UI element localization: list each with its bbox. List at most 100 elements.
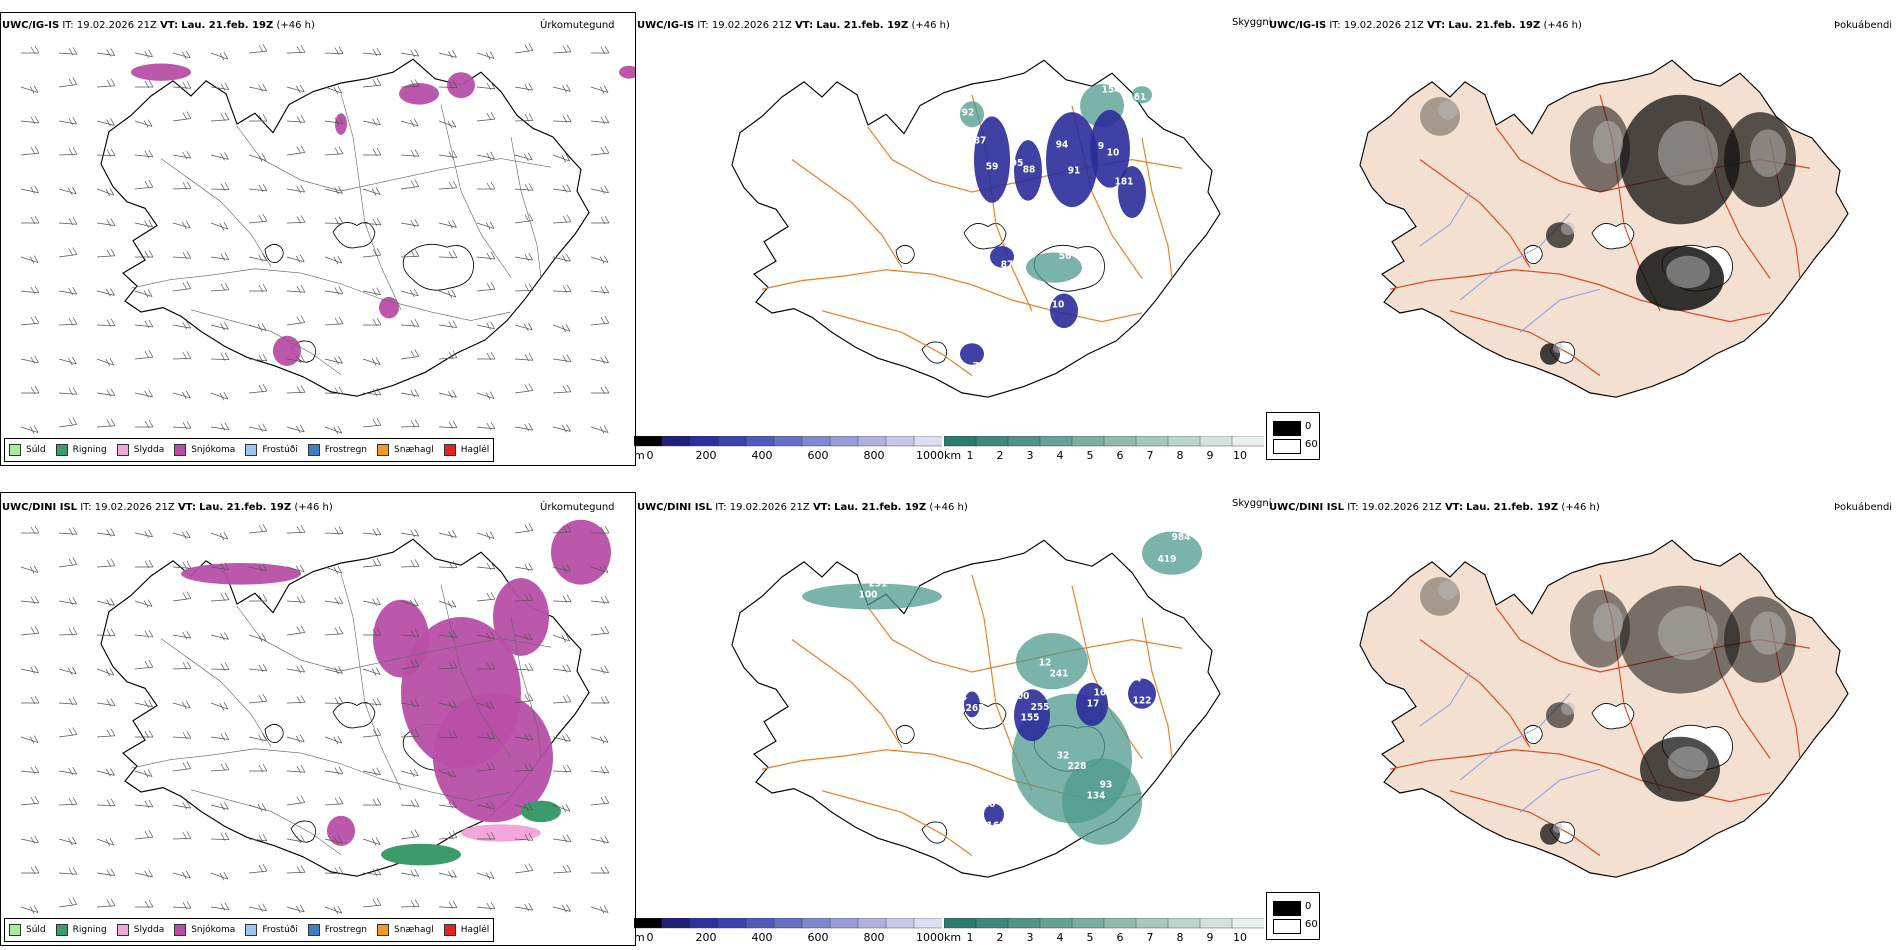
wind-barb bbox=[58, 116, 78, 126]
road-line bbox=[791, 159, 903, 268]
wind-barb bbox=[286, 354, 306, 364]
snow-area bbox=[447, 72, 475, 99]
wind-barb bbox=[438, 220, 457, 229]
cloud-base-value: 255 bbox=[1031, 701, 1050, 712]
wind-barb bbox=[362, 557, 382, 568]
wind-barb bbox=[591, 525, 610, 535]
colorbar-cell bbox=[1071, 917, 1105, 929]
wind-barb bbox=[248, 633, 267, 642]
cloud-base-value: 87 bbox=[974, 135, 987, 146]
legend-item: Snæhagl bbox=[377, 924, 434, 936]
wind-barb bbox=[96, 628, 116, 637]
wind-barb bbox=[324, 696, 344, 705]
wind-barb bbox=[476, 761, 496, 772]
snow-area bbox=[379, 296, 399, 319]
wind-barb bbox=[172, 281, 192, 292]
header-bottom-precip: UWC/DINI ISL IT: 19.02.2026 21Z VT: Lau.… bbox=[2, 502, 333, 513]
wind-barb bbox=[134, 289, 153, 298]
wind-barb bbox=[58, 596, 78, 606]
cloud-base-value: 17 bbox=[1087, 698, 1100, 709]
wind-barb bbox=[400, 249, 420, 258]
wind-barb bbox=[363, 147, 382, 157]
colorbar-tick: 1 bbox=[966, 449, 974, 462]
wind-barb bbox=[324, 216, 344, 225]
visibility-unit: km bbox=[944, 449, 962, 462]
wind-barb bbox=[20, 255, 39, 264]
wind-barb bbox=[172, 870, 191, 880]
precip-legend-bottom: Súld Rigning Slydda Snjókoma Frostúði Frostre… bbox=[4, 918, 495, 942]
legend-item: Frostúði bbox=[245, 444, 298, 456]
low-visibility-area bbox=[1062, 758, 1142, 845]
cloud-base-value: 400 bbox=[1011, 691, 1030, 702]
wind-barb bbox=[400, 559, 420, 568]
wind-barb bbox=[135, 79, 154, 89]
road-line bbox=[1389, 749, 1771, 803]
wind-barb bbox=[590, 255, 609, 264]
wind-barb bbox=[96, 118, 115, 127]
map-layer: 400 17 254 265 220 228 134 241 100 984 155 169 122 74… bbox=[731, 531, 1221, 878]
wind-barb bbox=[590, 765, 610, 775]
wind-barb bbox=[172, 630, 192, 640]
colorbar-cell bbox=[745, 435, 775, 447]
wind-barb bbox=[476, 561, 496, 571]
wind-barb bbox=[248, 693, 268, 704]
wind-barb bbox=[362, 867, 382, 877]
cloud-base-value: 92 bbox=[962, 107, 975, 118]
wind-barb bbox=[591, 865, 610, 875]
wind-barb bbox=[96, 418, 116, 428]
wind-barb bbox=[58, 527, 78, 536]
wind-barb bbox=[96, 357, 115, 367]
ceiling-panel-bottom: 400 17 254 265 220 228 134 241 100 984 155 169 122 74… bbox=[636, 492, 1266, 932]
cloud-base-area bbox=[1090, 109, 1130, 188]
fog-index-area bbox=[1553, 342, 1563, 353]
colorbar-tick: 9 bbox=[1206, 449, 1214, 462]
wind-barb bbox=[248, 803, 267, 812]
legend-swatch bbox=[174, 444, 187, 456]
wind-barb bbox=[552, 734, 571, 743]
legend-label: Snjókoma bbox=[191, 445, 236, 455]
wind-barb bbox=[476, 151, 495, 160]
wind-barb bbox=[286, 145, 306, 156]
cloud-base-value: 95 bbox=[1011, 158, 1024, 169]
snow-area bbox=[433, 692, 553, 823]
colorbar-tick: 4 bbox=[1056, 931, 1064, 944]
road-line bbox=[821, 790, 973, 857]
wind-barb bbox=[210, 112, 230, 122]
wind-barb bbox=[210, 352, 230, 361]
cloud-base-value: 88 bbox=[1023, 164, 1036, 175]
wind-barb bbox=[552, 323, 571, 333]
wind-barb bbox=[96, 48, 116, 57]
legend-swatch bbox=[9, 924, 21, 936]
wind-barb bbox=[58, 147, 78, 156]
wind-barb bbox=[134, 319, 154, 329]
wind-barb bbox=[438, 320, 458, 329]
wind-barb bbox=[324, 116, 344, 125]
wind-barb bbox=[590, 665, 609, 674]
snow-area bbox=[131, 63, 191, 81]
wind-barb bbox=[134, 389, 153, 398]
wind-barb bbox=[210, 871, 229, 881]
glacier-outline bbox=[1591, 702, 1635, 730]
wind-barb bbox=[552, 184, 572, 193]
wind-barb bbox=[438, 289, 457, 299]
wind-barb bbox=[58, 317, 78, 326]
wind-barb bbox=[362, 527, 382, 537]
wind-barb bbox=[552, 834, 572, 843]
legend-swatch bbox=[116, 444, 129, 456]
wind-barb bbox=[172, 901, 192, 910]
road-line bbox=[821, 310, 973, 377]
fog-legend-box-bottom: 0 60 bbox=[1266, 892, 1320, 940]
colorbar-tick: 200 bbox=[695, 931, 717, 944]
wind-barb bbox=[286, 795, 306, 806]
road-line bbox=[1449, 790, 1601, 857]
wind-barb bbox=[514, 763, 534, 772]
wind-barb bbox=[248, 153, 267, 162]
cloud-base-value: 122 bbox=[1133, 695, 1152, 706]
wind-barb bbox=[134, 219, 153, 228]
wind-barb bbox=[96, 248, 116, 258]
map-layer: 87 88 94 10 181 87 10 77 92 154 61 56 59 95 91 9 bbox=[731, 59, 1221, 398]
wind-barb bbox=[552, 764, 572, 773]
wind-barb bbox=[248, 663, 268, 673]
wind-barb bbox=[172, 591, 192, 602]
wind-barb bbox=[590, 595, 610, 605]
